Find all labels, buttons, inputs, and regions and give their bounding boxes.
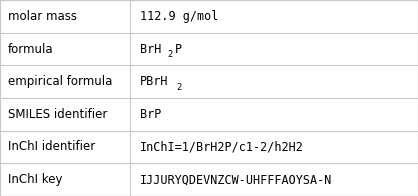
Text: InChI=1/BrH2P/c1-2/h2H2: InChI=1/BrH2P/c1-2/h2H2 [140, 141, 304, 153]
Text: PBrH: PBrH [140, 75, 168, 88]
Text: empirical formula: empirical formula [8, 75, 112, 88]
Text: SMILES identifier: SMILES identifier [8, 108, 107, 121]
Text: IJJURYQDEVNZCW-UHFFFAOYSA-N: IJJURYQDEVNZCW-UHFFFAOYSA-N [140, 173, 332, 186]
Text: molar mass: molar mass [8, 10, 77, 23]
Text: 2: 2 [177, 83, 182, 92]
Text: InChI identifier: InChI identifier [8, 141, 95, 153]
Text: 2: 2 [168, 50, 173, 59]
Text: InChI key: InChI key [8, 173, 63, 186]
Text: 112.9 g/mol: 112.9 g/mol [140, 10, 218, 23]
Text: P: P [175, 43, 182, 55]
Text: BrH: BrH [140, 43, 161, 55]
Text: formula: formula [8, 43, 54, 55]
Text: BrP: BrP [140, 108, 161, 121]
